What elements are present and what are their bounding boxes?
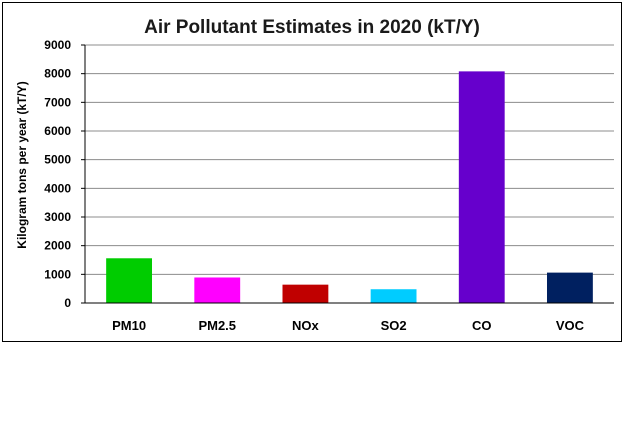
y-tick-label: 8000 [44, 67, 71, 81]
chart-title: Air Pollutant Estimates in 2020 (kT/Y) [144, 17, 480, 38]
x-category-label: SO2 [381, 318, 407, 333]
y-tick-label: 2000 [44, 239, 71, 253]
bar-pm2-5 [194, 277, 241, 303]
gridlines [85, 44, 614, 275]
bar-so2 [370, 289, 417, 303]
x-category-label: CO [472, 318, 492, 333]
y-tick-label: 7000 [44, 95, 71, 109]
bar-voc [546, 272, 593, 303]
y-tick-label: 5000 [44, 153, 71, 167]
y-tick-label: 3000 [44, 210, 71, 224]
x-category-label: PM2.5 [198, 318, 236, 333]
bar-co [458, 71, 505, 303]
y-axis-label: Kilogram tons per year (kT/Y) [15, 81, 29, 248]
y-tick-label: 0 [64, 296, 71, 310]
bars [106, 71, 593, 303]
x-axis-categories: PM10 PM2.5 NOx SO2 CO VOC [112, 318, 585, 333]
x-category-label: PM10 [112, 318, 146, 333]
y-tick-label: 1000 [44, 267, 71, 281]
y-axis-ticks: 0 1000 2000 3000 4000 5000 6000 7000 8000 9000 [44, 38, 85, 310]
y-tick-label: 4000 [44, 181, 71, 195]
y-tick-label: 9000 [44, 38, 71, 52]
bar-pm10 [106, 258, 153, 303]
x-category-label: NOx [292, 318, 320, 333]
x-category-label: VOC [556, 318, 585, 333]
y-tick-label: 6000 [44, 124, 71, 138]
bar-nox [282, 284, 329, 303]
